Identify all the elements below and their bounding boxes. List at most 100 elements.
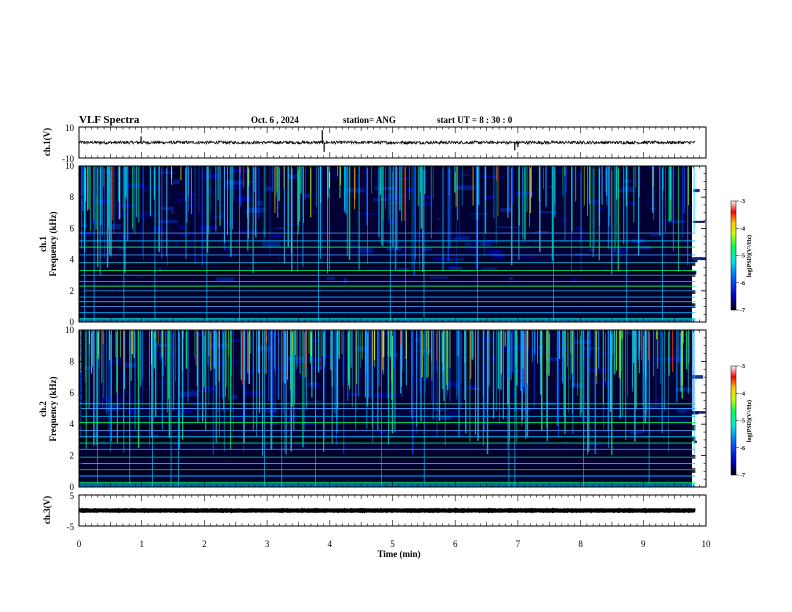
- noise-block: [526, 349, 546, 354]
- noise-block: [509, 275, 513, 281]
- noise-block: [226, 254, 231, 258]
- noise-block: [124, 275, 130, 280]
- noise-block: [170, 231, 176, 234]
- noise-block: [374, 186, 395, 190]
- noise-block: [138, 258, 156, 261]
- ch2-cbtick--6: -6: [740, 446, 745, 452]
- noise-block: [307, 400, 323, 403]
- noise-block: [321, 330, 333, 334]
- noise-block: [178, 192, 185, 196]
- noise-block: [210, 343, 230, 348]
- noise-block: [482, 175, 498, 178]
- ch3-ytick-bottom: -5: [67, 522, 75, 532]
- ch2-spec-ytick-0: 0: [70, 482, 75, 492]
- noise-block: [153, 344, 170, 348]
- noise-block: [287, 441, 293, 447]
- noise-block: [438, 227, 442, 230]
- noise-block: [467, 385, 476, 389]
- noise-block: [216, 277, 235, 282]
- noise-block: [181, 439, 198, 444]
- noise-block: [205, 173, 220, 178]
- noise-block: [160, 171, 175, 174]
- noise-block: [419, 195, 433, 199]
- ch3-ytick-top: 5: [70, 491, 75, 501]
- noise-block: [94, 433, 98, 438]
- noise-block: [446, 412, 459, 417]
- noise-block: [233, 359, 238, 364]
- noise-block: [417, 201, 433, 207]
- noise-block: [239, 368, 253, 371]
- noise-block: [631, 236, 648, 239]
- noise-block: [271, 234, 282, 238]
- noise-block: [468, 245, 478, 250]
- noise-block: [144, 404, 149, 407]
- noise-block: [177, 224, 186, 230]
- noise-block: [246, 344, 265, 346]
- noise-block: [389, 256, 409, 259]
- noise-block: [120, 391, 129, 395]
- noise-block: [553, 383, 570, 387]
- dark-band: [79, 290, 696, 294]
- noise-block: [659, 171, 676, 175]
- noise-block: [352, 249, 361, 254]
- noise-block: [375, 257, 381, 259]
- noise-block: [216, 171, 229, 174]
- noise-block: [522, 389, 526, 395]
- noise-block: [274, 227, 285, 230]
- ch2-spec-ytick-6: 6: [70, 388, 75, 398]
- noise-block: [118, 247, 126, 251]
- noise-block: [268, 332, 279, 335]
- noise-block: [626, 331, 632, 335]
- noise-block: [262, 268, 266, 271]
- noise-block: [392, 277, 408, 282]
- station-label: station= ANG: [343, 115, 396, 125]
- noise-block: [432, 257, 451, 261]
- ch2-spectrogram-image: [79, 330, 706, 487]
- noise-block: [184, 211, 196, 215]
- noise-block: [263, 243, 279, 246]
- ch1-spec-ytick-4: 4: [70, 255, 75, 265]
- noise-block: [239, 414, 252, 417]
- noise-block: [106, 434, 113, 436]
- noise-block: [589, 199, 599, 205]
- noise-block: [668, 220, 686, 223]
- noise-block: [596, 207, 605, 210]
- noise-block: [616, 271, 630, 273]
- noise-block: [127, 409, 139, 414]
- x-axis-ticks: [78, 127, 707, 526]
- noise-block: [464, 243, 471, 246]
- noise-block: [215, 410, 235, 412]
- noise-block: [422, 421, 430, 426]
- dark-band: [79, 272, 696, 277]
- noise-block: [415, 410, 423, 413]
- noise-block: [579, 420, 593, 423]
- noise-block: [538, 211, 557, 214]
- noise-block: [580, 361, 588, 367]
- noise-block: [572, 229, 587, 234]
- start-time-label: start UT = 8 : 30 : 0: [437, 115, 513, 125]
- ch1-cbtick--4: -4: [740, 226, 745, 232]
- noise-block: [518, 408, 531, 412]
- noise-block: [389, 194, 409, 199]
- noise-block: [588, 221, 596, 223]
- noise-block: [484, 366, 489, 370]
- noise-block: [466, 247, 470, 250]
- noise-block: [326, 275, 335, 281]
- noise-block: [692, 375, 703, 379]
- noise-block: [228, 415, 245, 420]
- noise-block: [549, 185, 553, 188]
- ch1-spec-ytick-2: 2: [70, 286, 75, 296]
- xtick-label-10: 10: [702, 539, 712, 549]
- ch1-waveform-trace: [78, 139, 696, 146]
- noise-block: [232, 251, 235, 256]
- noise-block: [223, 248, 231, 251]
- noise-block: [310, 194, 315, 197]
- noise-block: [387, 219, 396, 224]
- noise-block: [183, 172, 202, 175]
- noise-block: [601, 351, 607, 356]
- noise-block: [575, 226, 580, 230]
- noise-block: [325, 174, 336, 176]
- noise-block: [343, 183, 362, 185]
- noise-block: [177, 410, 193, 414]
- noise-block: [147, 350, 151, 355]
